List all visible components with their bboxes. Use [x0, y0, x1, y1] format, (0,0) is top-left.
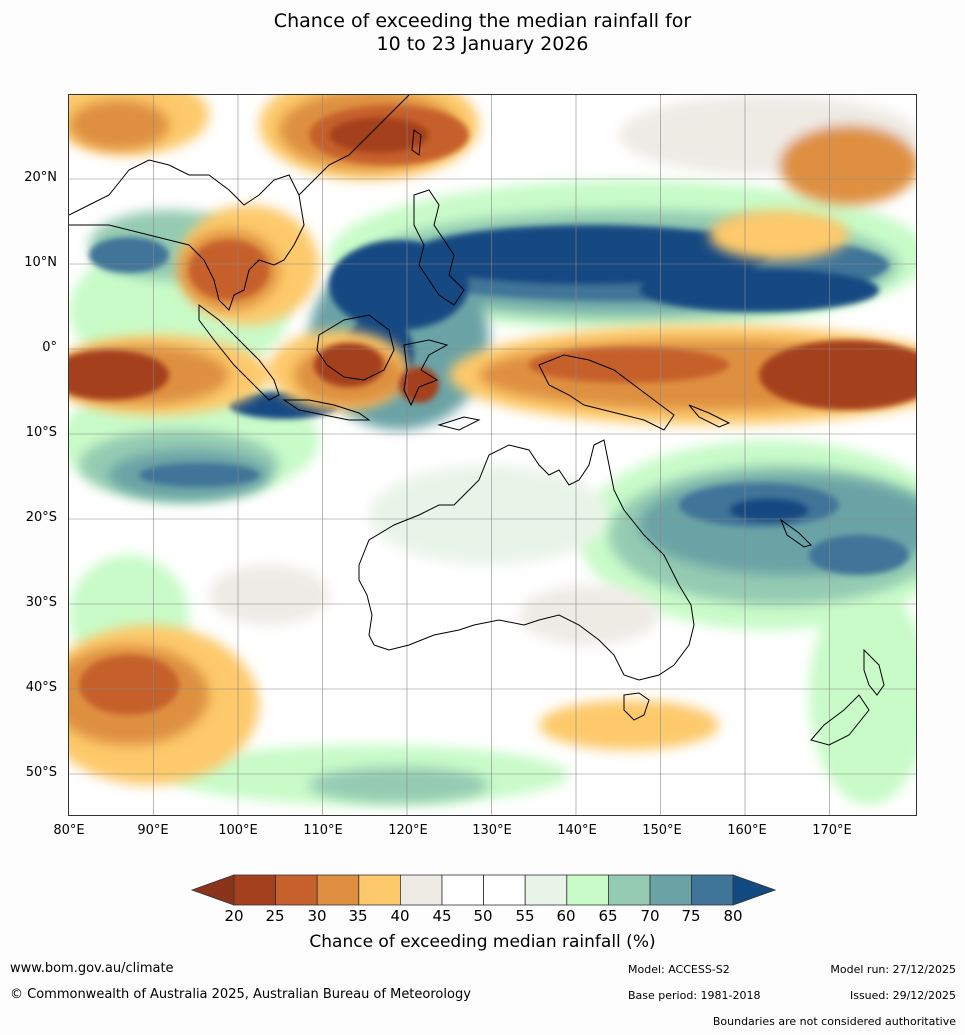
model-run-date: Model run: 27/12/2025 [830, 963, 956, 976]
colorbar-tick-45: 45 [432, 907, 452, 925]
colorbar [190, 874, 776, 906]
colorbar-tick-40: 40 [390, 907, 410, 925]
colorbar-box-30-35 [316, 874, 360, 906]
map-title-line1: Chance of exceeding the median rainfall … [273, 10, 692, 32]
colorbar-tick-25: 25 [265, 907, 285, 925]
colorbar-tick-60: 60 [556, 907, 576, 925]
colorbar-box-60-65 [566, 874, 609, 906]
colorbar-box-70-75 [649, 874, 692, 906]
colorbar-box-25-30 [275, 874, 318, 906]
colorbar-box-45-50 [441, 874, 484, 906]
map-title-line2: 10 to 23 January 2026 [376, 33, 589, 55]
lat-label-20s: 20°S [25, 510, 57, 525]
colorbar-box-50-55 [483, 874, 526, 906]
lat-label-10n: 10°N [24, 255, 57, 270]
rainfall-map-canvas [69, 95, 916, 815]
lon-label-90e: 90°E [137, 823, 169, 838]
lon-label-130e: 130°E [472, 823, 512, 838]
colorbar-box-65-70 [607, 874, 651, 906]
colorbar-tick-30: 30 [307, 907, 327, 925]
lon-label-150e: 150°E [642, 823, 682, 838]
new-zealand-south-coastline [810, 694, 870, 746]
colorbar-tick-70: 70 [640, 907, 660, 925]
colorbar-tick-50: 50 [473, 907, 493, 925]
website-link[interactable]: www.bom.gov.au/climate [10, 961, 174, 976]
base-period: Base period: 1981-2018 [628, 989, 761, 1002]
new-zealand-north-coastline [863, 648, 885, 696]
colorbar-boxes [233, 874, 734, 906]
lat-label-40s: 40°S [25, 680, 57, 695]
colorbar-tick-35: 35 [348, 907, 368, 925]
borneo-coastline [316, 314, 395, 381]
graticule-lines [69, 95, 916, 815]
taiwan-coastline [411, 129, 422, 156]
philippines-coastline [413, 189, 465, 306]
colorbar-box-55-60 [524, 874, 568, 906]
sulawesi-coastline [403, 339, 449, 407]
colorbar-box-20-25 [233, 874, 276, 906]
lon-label-160e: 160°E [727, 823, 767, 838]
sumatra-coastline [198, 304, 280, 401]
copyright-text: © Commonwealth of Australia 2025, Austra… [10, 987, 471, 1002]
tasmania-coastline [623, 692, 650, 721]
lon-label-110e: 110°E [303, 823, 343, 838]
lat-label-30s: 30°S [25, 595, 57, 610]
lon-label-120e: 120°E [388, 823, 428, 838]
map-title: Chance of exceeding the median rainfall … [0, 10, 965, 56]
java-coastline [282, 399, 371, 421]
lat-label-0: 0° [42, 340, 57, 355]
colorbar-under-arrow [190, 874, 235, 906]
australia-coastline [358, 439, 695, 681]
solomon-islands-coastline [688, 404, 731, 428]
rainfall-map [68, 94, 917, 816]
colorbar-tick-80: 80 [723, 907, 743, 925]
colorbar-tick-20: 20 [224, 907, 244, 925]
east-asia-coastline [298, 95, 410, 196]
new-guinea-coastline [538, 354, 675, 431]
lon-label-100e: 100°E [218, 823, 258, 838]
colorbar-box-35-40 [358, 874, 401, 906]
mainland-asia-coastline [69, 159, 305, 311]
coastlines [69, 95, 885, 746]
boundaries-disclaimer: Boundaries are not considered authoritat… [712, 1015, 956, 1028]
lon-label-80e: 80°E [53, 823, 85, 838]
colorbar-box-40-45 [399, 874, 443, 906]
issued-date: Issued: 29/12/2025 [849, 989, 956, 1002]
lat-label-50s: 50°S [25, 765, 57, 780]
lon-label-170e: 170°E [812, 823, 852, 838]
colorbar-tick-55: 55 [515, 907, 535, 925]
colorbar-over-arrow [732, 874, 776, 906]
colorbar-tick-65: 65 [598, 907, 618, 925]
timor-coastline [437, 416, 481, 431]
dry-anomaly-strong-region [69, 105, 916, 715]
lat-label-20n: 20°N [24, 170, 57, 185]
colorbar-tick-75: 75 [681, 907, 701, 925]
lon-label-140e: 140°E [557, 823, 597, 838]
lat-label-10s: 10°S [25, 425, 57, 440]
colorbar-box-75-80 [691, 874, 734, 906]
colorbar-label: Chance of exceeding median rainfall (%) [309, 932, 656, 952]
new-caledonia-coastline [779, 518, 812, 548]
model-name: Model: ACCESS-S2 [628, 963, 730, 976]
